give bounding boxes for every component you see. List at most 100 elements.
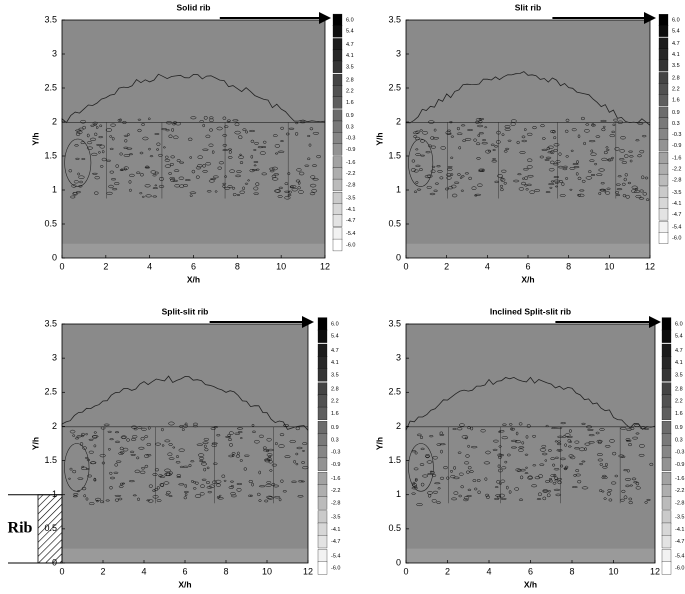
contour-blob (518, 498, 524, 502)
contour-blob (284, 190, 291, 193)
contour-blob (197, 155, 203, 159)
contour-blob (262, 449, 269, 452)
contour-blob (541, 444, 547, 448)
contour-blob (240, 437, 243, 440)
contour-blob (164, 439, 171, 443)
contour-blob (518, 448, 524, 452)
contour-blob (239, 161, 244, 165)
contour-blob (527, 174, 534, 178)
colorbar-cell (658, 48, 669, 61)
colorbar-cell (658, 59, 669, 72)
contour-blob (230, 491, 236, 496)
contour-blob (559, 457, 566, 461)
contour-blob (149, 155, 154, 158)
contour-blob (411, 159, 416, 163)
contour-blob (115, 460, 122, 463)
contour-blob (500, 188, 504, 192)
contour-blob (99, 144, 105, 149)
contour-blob (253, 161, 259, 163)
contour-blob (497, 453, 503, 457)
contour-blob (610, 481, 617, 485)
y-tick-label: 0.5 (44, 218, 57, 228)
contour-blob (450, 475, 456, 479)
contour-blob (275, 189, 281, 193)
contour-blob (424, 174, 432, 179)
contour-blob (557, 435, 564, 439)
contour-blob (152, 473, 158, 476)
contour-blob (558, 152, 562, 156)
contour-blob (506, 485, 509, 490)
contour-blob (183, 490, 189, 494)
colorbar-label: -2.8 (346, 182, 355, 188)
contour-blob (499, 184, 504, 188)
contour-blob (503, 182, 507, 185)
contour-blob (422, 474, 429, 478)
contour-blob (573, 447, 581, 450)
contour-blob (557, 165, 564, 169)
contour-blob (308, 143, 312, 147)
contour-blob (596, 173, 603, 176)
contour-blob (114, 440, 121, 444)
contour-blob (453, 181, 460, 184)
contour-blob (172, 122, 176, 126)
contour-blob (274, 144, 281, 148)
contour-blob (584, 129, 590, 133)
colorbar-cell (661, 522, 672, 536)
contour-blob (419, 435, 424, 440)
contour-blob (178, 448, 185, 452)
contour-blob (74, 144, 79, 147)
contour-blob (140, 470, 146, 474)
x-tick-label: 2 (445, 566, 450, 576)
contour-blob (81, 432, 85, 437)
contour-blob (596, 439, 603, 443)
contour-blob (94, 132, 98, 136)
contour-blob (170, 155, 175, 159)
contour-blob (644, 176, 649, 180)
colorbar-label: 3.5 (331, 372, 339, 378)
contour-blob (467, 426, 471, 430)
contour-blob (251, 423, 255, 427)
y-axis-label: Y/h (374, 437, 384, 450)
contour-blob (119, 446, 124, 451)
contour-blob (493, 497, 500, 501)
contour-blob (222, 182, 227, 185)
colorbar-cell (317, 534, 328, 549)
contour-blob (443, 466, 448, 470)
contour-blob (560, 464, 564, 468)
contour-blob (168, 443, 173, 446)
x-tick-label: 0 (403, 566, 408, 576)
contour-blob (600, 182, 605, 185)
y-tick-label: 3.5 (388, 14, 401, 24)
contour-blob (628, 155, 634, 158)
contour-blob (430, 471, 435, 475)
contour-blob (189, 191, 197, 195)
contour-blob (236, 487, 242, 492)
contour-blob (129, 450, 135, 454)
contour-blob (478, 132, 485, 135)
contour-blob (638, 444, 645, 448)
chart-title: Split-slit rib (162, 306, 209, 316)
contour-blob (412, 481, 416, 486)
contour-blob (644, 501, 648, 504)
contour-blob (546, 493, 551, 498)
contour-blob (166, 121, 173, 125)
contour-blob (202, 123, 205, 128)
contour-blob (499, 429, 505, 433)
contour-blob (101, 157, 107, 162)
chart-title: Inclined Split-slit rib (490, 306, 571, 316)
contour-blob (468, 176, 472, 181)
contour-blob (109, 485, 113, 490)
contour-blob (152, 195, 158, 198)
contour-blob (114, 182, 120, 186)
contour-blob (573, 166, 580, 169)
contour-blob (261, 146, 267, 148)
contour-blob (231, 186, 236, 190)
contour-blob (581, 179, 586, 183)
contour-blob (450, 135, 455, 138)
contour-blob (190, 480, 194, 483)
contour-blob (266, 495, 273, 499)
colorbar-label: -4.1 (672, 201, 681, 207)
contour-blob (459, 423, 465, 427)
contour-blob (420, 139, 425, 143)
contour-blob (254, 439, 260, 444)
